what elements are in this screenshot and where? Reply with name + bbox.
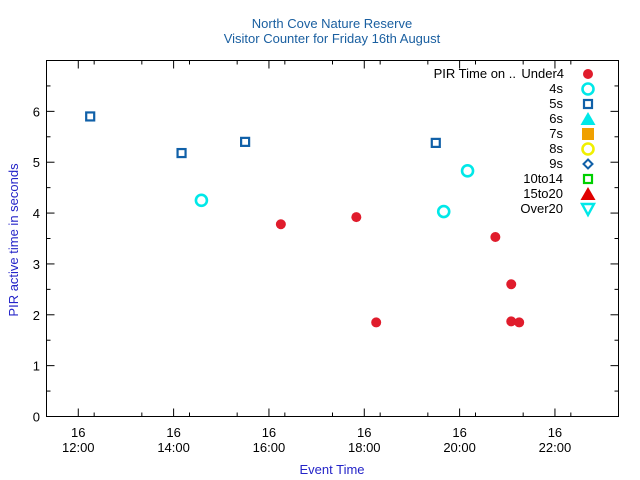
x-tick-label-time: 20:00	[443, 440, 476, 455]
y-tick-label: 3	[33, 257, 40, 272]
legend-label: 10to14	[523, 171, 563, 186]
data-point	[506, 316, 517, 327]
data-point	[275, 219, 286, 230]
x-tick-label-time: 12:00	[62, 440, 95, 455]
data-point	[506, 279, 517, 290]
data-point	[240, 136, 251, 147]
legend-label: 6s	[549, 111, 563, 126]
legend-marker	[582, 173, 594, 185]
y-tick-label: 1	[33, 359, 40, 374]
data-point	[371, 317, 382, 328]
data-point	[514, 317, 525, 328]
data-point	[436, 204, 451, 219]
data-point	[430, 137, 441, 148]
x-tick-label-day: 16	[166, 425, 180, 440]
legend-label: Under4	[521, 66, 564, 81]
y-tick-label: 4	[33, 206, 40, 221]
y-axis-ticks: 0 1 2 3 4 5 6	[33, 85, 619, 425]
legend-label: 15to20	[523, 186, 563, 201]
legend-marker	[582, 158, 594, 170]
legend-label: Over20	[520, 201, 563, 216]
legend-marker	[582, 128, 594, 140]
x-tick-label-day: 16	[548, 425, 562, 440]
x-tick-label-day: 16	[452, 425, 466, 440]
data-point	[460, 164, 475, 178]
y-tick-label: 2	[33, 308, 40, 323]
x-tick-label-time: 14:00	[157, 440, 190, 455]
data-point	[85, 111, 96, 122]
x-axis-label: Event Time	[299, 462, 364, 477]
y-tick-label: 6	[33, 104, 40, 119]
legend-label: 4s	[549, 81, 563, 96]
legend-marker	[579, 202, 597, 218]
y-axis-label: PIR active time in seconds	[6, 163, 21, 317]
legend-label: 8s	[549, 141, 563, 156]
x-tick-label-day: 16	[357, 425, 371, 440]
legend-title: PIR Time on ..	[434, 66, 516, 81]
legend-marker	[581, 82, 595, 96]
chart-subtitle: Visitor Counter for Friday 16th August	[224, 31, 441, 46]
x-tick-label-day: 16	[262, 425, 276, 440]
data-point	[176, 147, 187, 159]
legend: PIR Time on .. Under44s5s6s7s8s9s10to141…	[434, 66, 597, 218]
chart-title: North Cove Nature Reserve	[252, 16, 412, 31]
plot-frame	[46, 60, 619, 417]
y-tick-label: 5	[33, 155, 40, 170]
legend-label: 5s	[549, 96, 563, 111]
legend-marker	[580, 112, 596, 125]
legend-marker	[581, 142, 595, 156]
data-point	[194, 193, 209, 208]
x-axis-ticks: 1612:001614:001616:001618:001620:001622:…	[46, 60, 619, 455]
legend-marker	[583, 69, 593, 79]
legend-marker	[582, 98, 594, 110]
x-tick-label-day: 16	[71, 425, 85, 440]
legend-marker	[580, 187, 596, 200]
legend-label: 9s	[549, 156, 563, 171]
data-point	[490, 231, 501, 242]
data-points	[85, 111, 525, 328]
x-tick-label-time: 18:00	[348, 440, 381, 455]
y-tick-label: 0	[33, 410, 40, 425]
data-point	[351, 212, 362, 223]
x-tick-label-time: 16:00	[253, 440, 286, 455]
legend-label: 7s	[549, 126, 563, 141]
x-tick-label-time: 22:00	[539, 440, 572, 455]
